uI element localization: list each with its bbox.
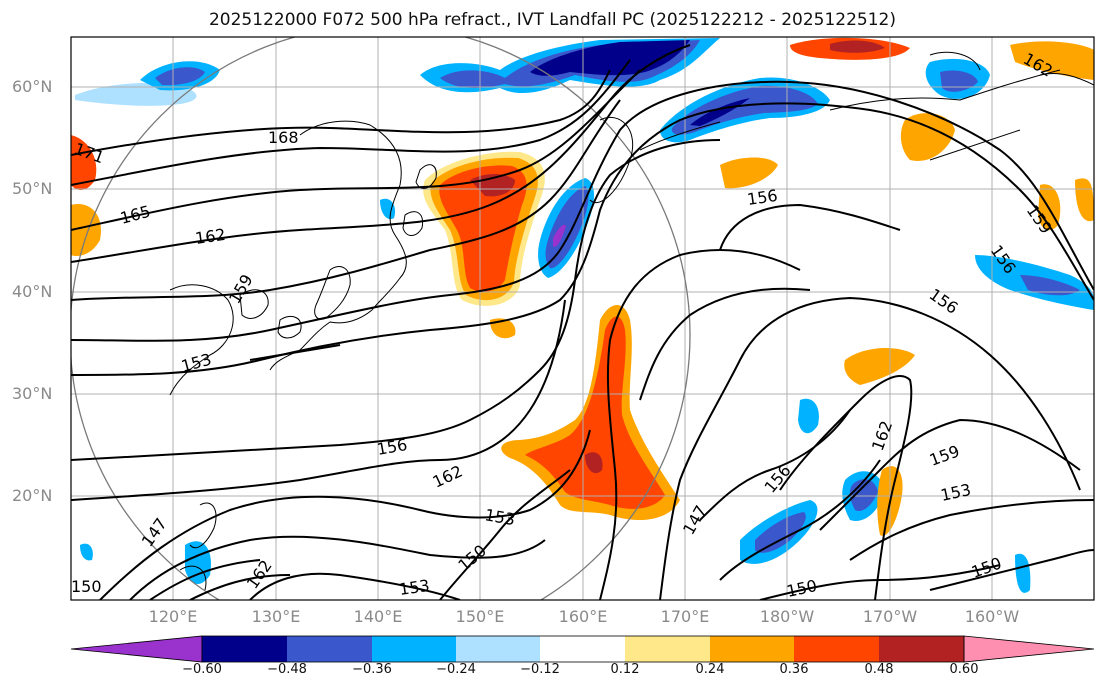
shading-blob — [1020, 275, 1080, 296]
colorbar-bin — [794, 636, 879, 662]
shading-blob — [1010, 41, 1094, 80]
lon-label: 120°E — [148, 607, 198, 626]
lon-label: 150°E — [455, 607, 505, 626]
shading-blob — [755, 512, 806, 553]
contour-label: 162 — [194, 225, 227, 248]
lat-label: 40°N — [12, 282, 53, 301]
colorbar-tick-label: −0.24 — [436, 662, 476, 677]
lon-label: 180°W — [759, 607, 815, 626]
colorbar-min-arrow — [70, 635, 203, 663]
colorbar-bin — [372, 636, 456, 662]
colorbar-tick-label: 0.12 — [610, 662, 640, 677]
colorbar-tick-label: 0.36 — [779, 662, 809, 677]
colorbar — [70, 635, 1095, 663]
colorbar-tick-label: 0.24 — [695, 662, 725, 677]
colorbar-bin — [710, 636, 794, 662]
map-border — [70, 36, 1095, 601]
lat-label: 20°N — [12, 486, 53, 505]
colorbar-tick-label: −0.60 — [182, 662, 222, 677]
contour-label: 153 — [398, 576, 431, 599]
colorbar-bin — [456, 636, 540, 662]
lon-label: 170°W — [862, 607, 918, 626]
shading-blob — [530, 40, 690, 76]
colorbar-tick-label: −0.48 — [267, 662, 307, 677]
colorbar-tick-label: 0.60 — [949, 662, 979, 677]
shading-blob — [490, 318, 516, 339]
colorbar-tick-label: −0.12 — [520, 662, 560, 677]
lon-label: 140°E — [353, 607, 403, 626]
contour-label: 168 — [268, 128, 299, 147]
shading-blob — [798, 398, 819, 434]
shading-blob — [830, 40, 885, 53]
map-title: 2025122000 F072 500 hPa refract., IVT La… — [208, 10, 896, 30]
lon-label: 160°E — [558, 607, 608, 626]
lon-label: 160°W — [964, 607, 1020, 626]
colorbar-tick-label: −0.36 — [352, 662, 392, 677]
shading-layer — [71, 37, 1094, 593]
colorbar-tick-label: 0.48 — [864, 662, 894, 677]
graticule — [71, 37, 1094, 600]
lat-label: 60°N — [12, 77, 53, 96]
contour-label: 150 — [71, 577, 102, 596]
colorbar-bin — [879, 636, 964, 662]
lat-label: 50°N — [12, 179, 53, 198]
shading-blob — [71, 135, 97, 190]
colorbar-max-arrow — [963, 635, 1095, 663]
shading-blob — [585, 452, 603, 474]
map-panel: 171 168 165 162 159 153 156 162 153 150 … — [71, 37, 1094, 600]
shading-blob — [940, 70, 978, 92]
lat-label: 30°N — [12, 384, 53, 403]
shading-blob — [155, 67, 205, 86]
shading-blob — [690, 98, 750, 126]
lon-label: 170°E — [660, 607, 710, 626]
lon-label: 130°E — [251, 607, 301, 626]
colorbar-bin — [287, 636, 372, 662]
shading-blob — [80, 543, 93, 561]
colorbar-outline — [201, 635, 965, 663]
shading-blob — [900, 113, 955, 161]
colorbar-bin — [540, 636, 625, 662]
height-contours — [71, 44, 1094, 600]
shading-blob — [380, 198, 396, 220]
shading-blob — [1015, 553, 1031, 593]
shading-blob — [720, 157, 778, 189]
contour-label: 156 — [746, 186, 779, 209]
colorbar-bin — [625, 636, 710, 662]
shading-blob — [844, 348, 915, 385]
shading-blob — [545, 186, 589, 269]
range-circle — [71, 37, 691, 600]
shading-blob — [439, 165, 527, 292]
shading-blob — [525, 316, 665, 509]
colorbar-bin — [202, 636, 287, 662]
shading-blob — [553, 224, 566, 247]
